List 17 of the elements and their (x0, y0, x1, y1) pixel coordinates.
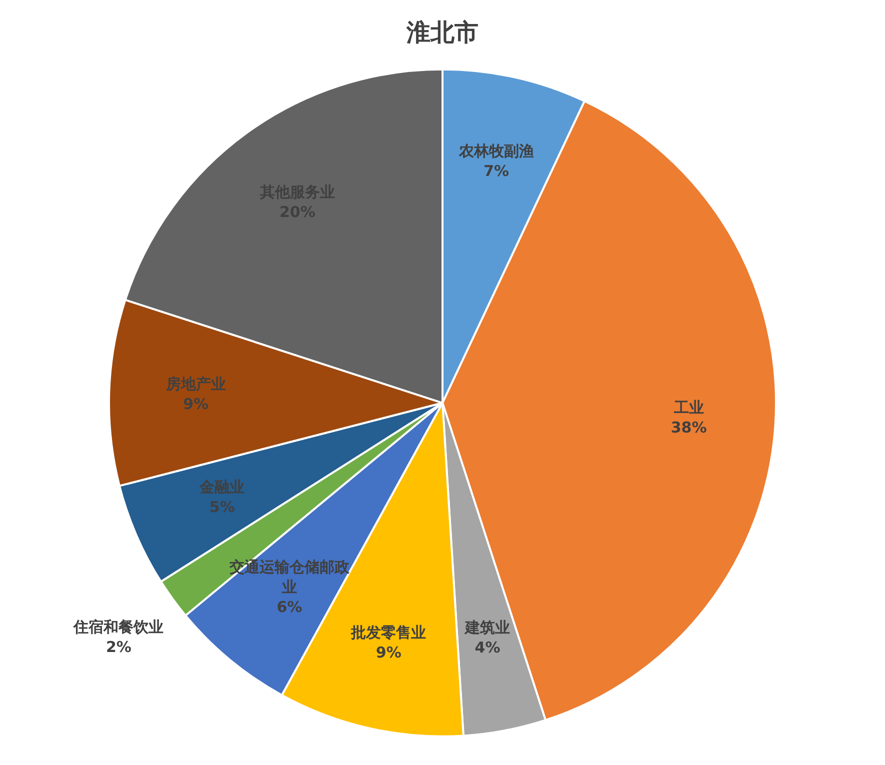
slice-label: 建筑业 (464, 618, 510, 637)
data-label: 9% (376, 644, 402, 662)
data-label: 38% (670, 418, 707, 436)
slice-label: 交通运输仓储邮政业 (228, 558, 350, 596)
data-label: 4% (474, 638, 500, 657)
slice-label: 工业 (672, 398, 704, 416)
slice-label: 房地产业 (164, 375, 226, 394)
data-label: 9% (183, 395, 209, 414)
slice-label: 住宿和餐饮业 (72, 618, 164, 636)
data-label: 7% (484, 162, 510, 180)
data-label: 6% (276, 598, 302, 616)
data-label: 5% (209, 498, 235, 516)
data-label: 2% (106, 638, 132, 656)
slice-label: 金融业 (198, 478, 245, 496)
slice-label: 农林牧副渔 (458, 142, 534, 160)
slice-label: 批发零售业 (350, 624, 426, 642)
chart-title: 淮北市 (406, 18, 478, 47)
